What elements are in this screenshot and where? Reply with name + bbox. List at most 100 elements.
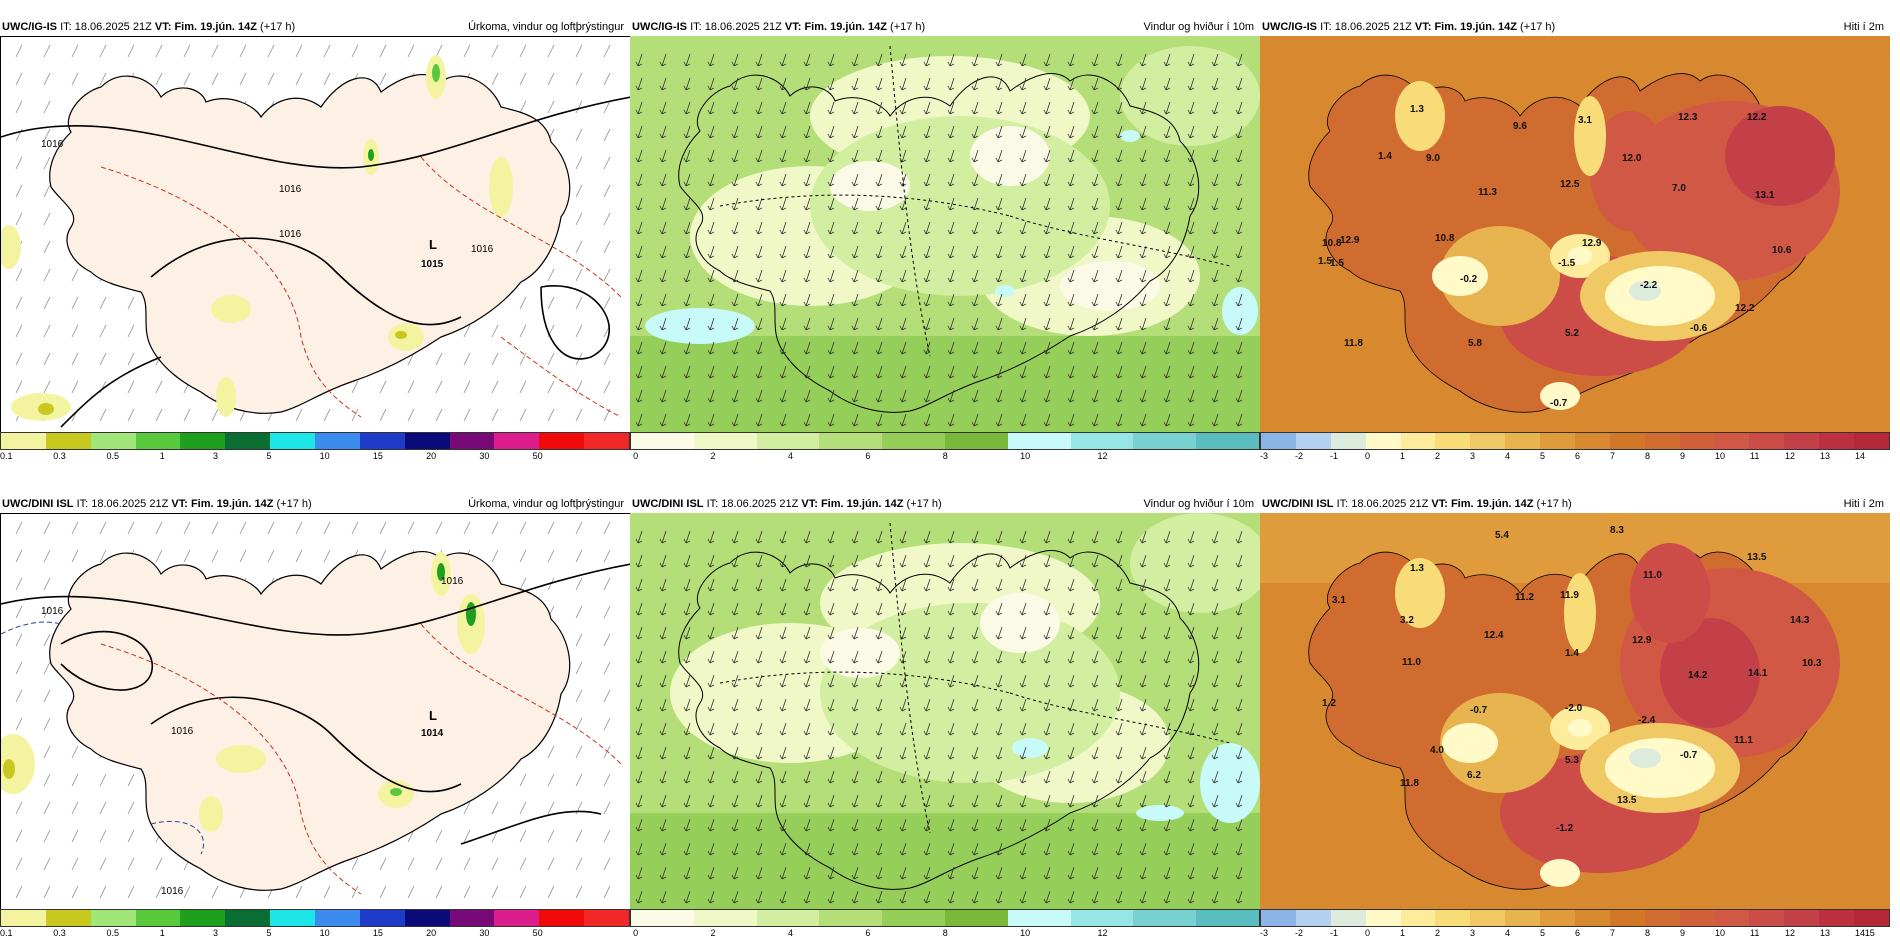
wind-arrow [731,293,739,307]
wind-arrow [1211,578,1219,592]
wind-barb [71,745,79,759]
wind-arrow [1235,101,1243,115]
wind-arrow [803,77,811,91]
wind-arrow [1115,650,1123,664]
wind-arrow [851,53,859,67]
wind-arrow [1235,842,1243,856]
wind-arrow [1091,746,1099,760]
wind-arrow [755,626,763,640]
wind-arrow [1163,554,1171,568]
wind-barb [407,829,415,843]
wind-barb [575,689,583,703]
colorbar-tick-label: 7 [1610,451,1616,461]
wind-arrow [1091,650,1099,664]
wind-arrow [899,746,907,760]
wind-arrow [1163,794,1171,808]
wind-arrow [995,413,1003,427]
wind-arrow [899,365,907,379]
wind-arrow [1019,746,1027,760]
wind-barb [463,408,471,422]
svg-text:1014: 1014 [421,728,444,739]
wind-arrow [635,530,643,544]
wind-arrow [1115,77,1123,91]
wind-arrow [875,794,883,808]
colorbar-tick-label: -3 [1260,451,1269,461]
wind-arrow [731,602,739,616]
wind-arrow [1115,530,1123,544]
colorbar-swatch [315,433,360,449]
wind-arrow [683,365,691,379]
wind-arrow [875,413,883,427]
wind-arrow [1019,866,1027,880]
wind-arrow [683,890,691,904]
wind-arrow [731,554,739,568]
panel-row2-temp: UWC/DINI ISL IT: 18.06.2025 21Z VT: Fim.… [1260,495,1890,945]
wind-arrow [707,245,715,259]
wind-arrow [755,317,763,331]
wind-barb [15,212,23,226]
colorbar-swatch [1609,910,1645,926]
wind-arrow [755,866,763,880]
wind-arrow [1211,794,1219,808]
temperature-map: 1.3 9.6 3.1 12.3 12.2 1.4 9.0 12.0 11.3 … [1260,36,1890,432]
wind-arrow [1139,626,1147,640]
wind-barb [379,885,387,899]
wind-barb [463,324,471,338]
wind-arrow [707,554,715,568]
wind-barb [99,521,107,535]
wind-arrow [1067,818,1075,832]
wind-arrow [827,365,835,379]
wind-barb [519,577,527,591]
wind-arrow [1235,77,1243,91]
wind-arrow [1067,125,1075,139]
wind-arrow [1019,365,1027,379]
wind-arrow [971,269,979,283]
wind-barb [547,577,555,591]
precip-map: 1016 1016 1016 1016 L 1015 [0,36,632,434]
wind-barb [15,521,23,535]
wind-barb [575,745,583,759]
wind-arrow [851,149,859,163]
wind-arrow [875,341,883,355]
pressure-isobars [1,563,631,845]
svg-text:10.8: 10.8 [1322,238,1342,249]
wind-arrow [947,626,955,640]
wind-arrow [1115,602,1123,616]
wind-arrow [1019,53,1027,67]
wind-arrow [1019,770,1027,784]
wind-arrow [875,317,883,331]
wind-barb [183,549,191,563]
colorbar-swatch [135,910,181,926]
wind-barb [491,801,499,815]
wind-arrow [1043,413,1051,427]
wind-arrow [683,197,691,211]
wind-arrow [779,866,787,880]
wind-barb [127,773,135,787]
wind-arrow [947,149,955,163]
wind-arrow [755,125,763,139]
wind-arrow [779,317,787,331]
wind-arrow [971,626,979,640]
wind-arrow [1043,293,1051,307]
wind-arrow [851,101,859,115]
colorbar-swatches [630,909,1260,927]
svg-text:10.8: 10.8 [1435,233,1455,244]
wind-arrow [1211,269,1219,283]
temperature-contours [1395,81,1840,410]
wind-arrow [1163,125,1171,139]
wind-arrow [971,578,979,592]
svg-text:1.4: 1.4 [1565,648,1579,659]
colorbar-swatch [1749,910,1785,926]
wind-arrow [1235,674,1243,688]
wind-arrow [683,578,691,592]
wind-barb [99,44,107,58]
wind-arrow [1211,746,1219,760]
wind-barb [155,380,163,394]
colorbar-tick-label: 0.3 [53,451,66,461]
colorbar-tick-label: 0 [633,451,639,461]
lead-time: (+17 h) [906,498,942,510]
wind-arrow [1019,674,1027,688]
wind-arrow [971,173,979,187]
wind-arrow [779,770,787,784]
wind-barb [547,885,555,899]
